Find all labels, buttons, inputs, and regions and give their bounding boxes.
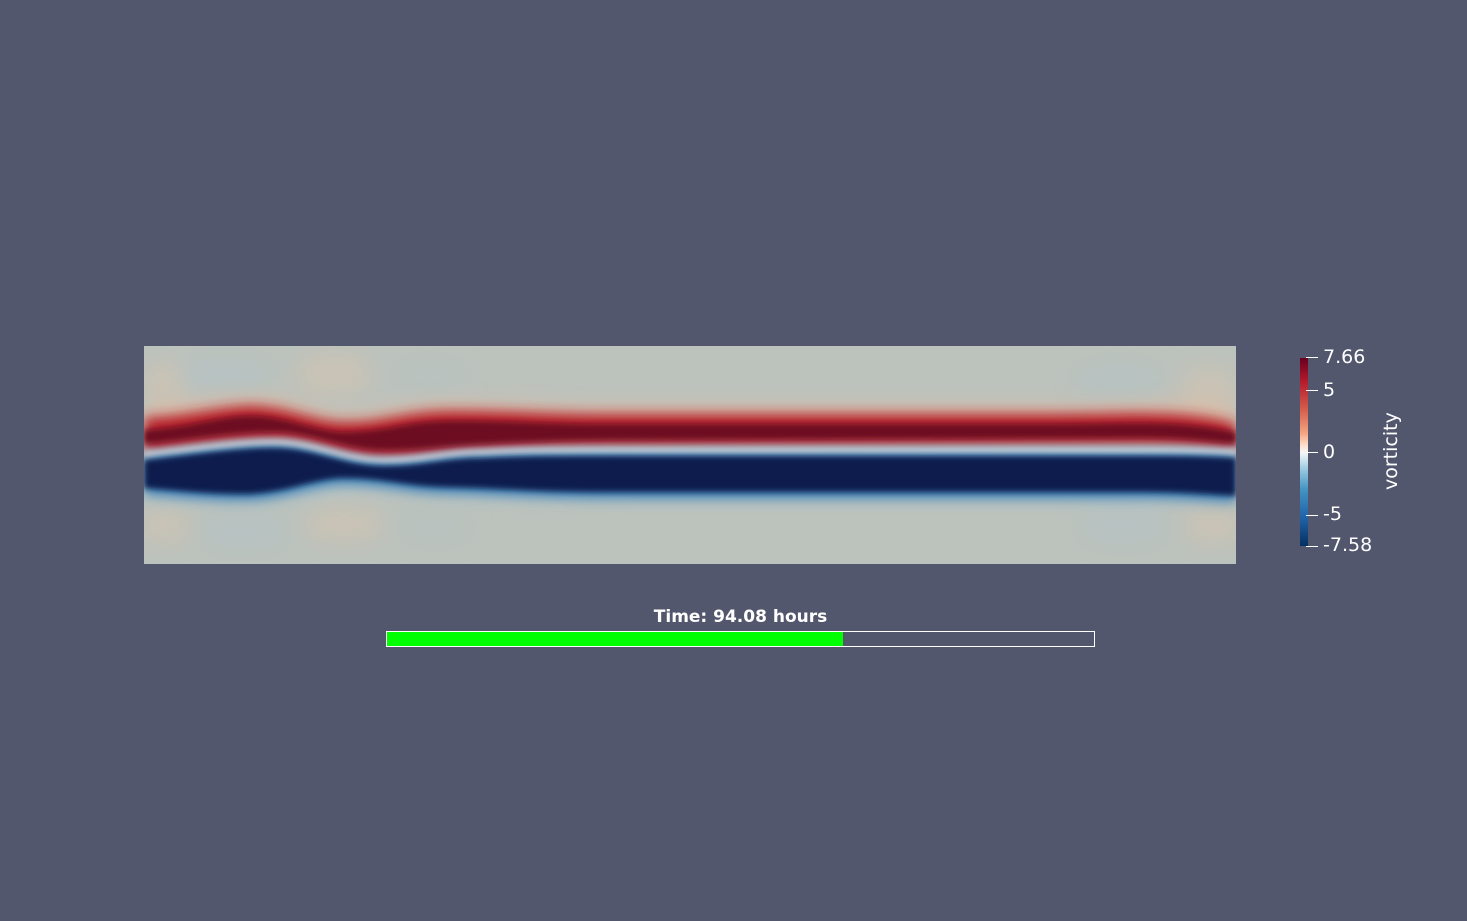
- colorbar-title: vorticity: [1380, 412, 1402, 490]
- colorbar-tick-max: [1306, 357, 1318, 358]
- colorbar-label-5: 5: [1323, 380, 1335, 400]
- colorbar-tick-min: [1306, 546, 1318, 547]
- vorticity-field-plot: [144, 346, 1236, 564]
- colorbar-label-neg5: -5: [1323, 504, 1342, 524]
- colorbar-tick-5: [1306, 390, 1318, 391]
- time-label: Time: 94.08 hours: [386, 606, 1095, 628]
- colorbar-tick-0: [1306, 452, 1318, 453]
- time-progress-bar: [386, 631, 1095, 647]
- vorticity-field-image: [144, 346, 1236, 564]
- time-progress-fill: [387, 632, 843, 646]
- colorbar-label-0: 0: [1323, 442, 1335, 462]
- colorbar-label-max: 7.66: [1323, 347, 1365, 367]
- colorbar-tick-neg5: [1306, 515, 1318, 516]
- colorbar-label-min: -7.58: [1323, 535, 1372, 555]
